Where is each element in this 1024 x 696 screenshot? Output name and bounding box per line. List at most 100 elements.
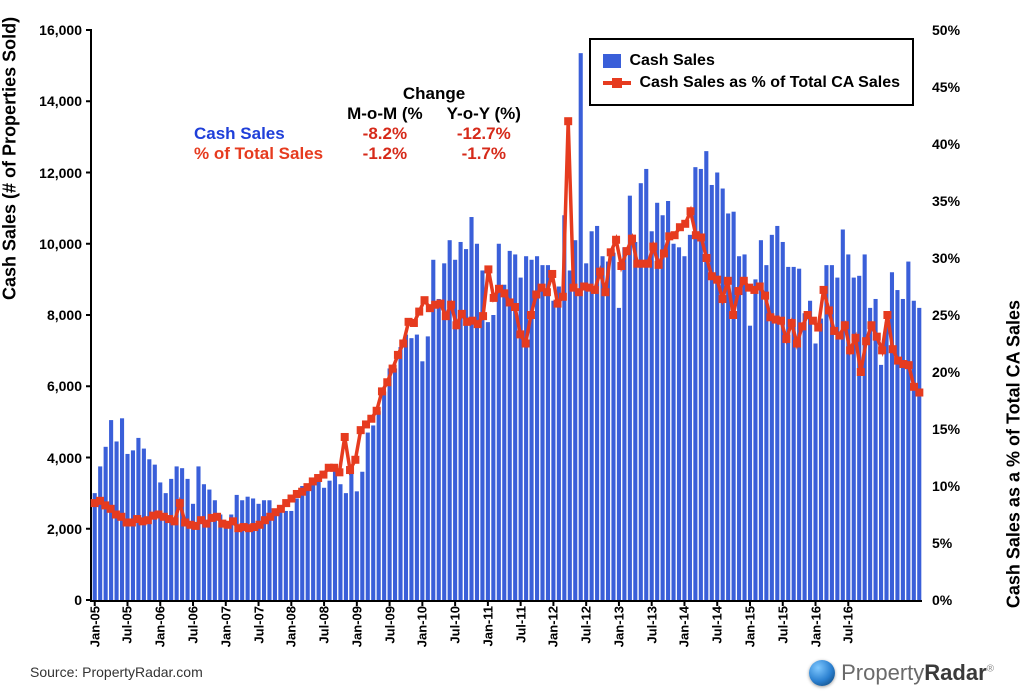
bar [819, 319, 823, 600]
percent-marker [713, 276, 721, 284]
percent-marker [841, 321, 849, 329]
bar [874, 299, 878, 600]
bar [196, 466, 200, 600]
change-yoy-value: -12.7% [435, 124, 533, 144]
bar [792, 267, 796, 600]
bar [611, 253, 615, 600]
y-right-tick: 40% [922, 136, 960, 152]
bar [737, 256, 741, 600]
bar [191, 504, 195, 600]
percent-marker [756, 283, 764, 291]
bar [824, 265, 828, 600]
percent-marker [367, 415, 375, 423]
bar [300, 486, 304, 600]
bar [879, 365, 883, 600]
bar [584, 263, 588, 600]
percent-marker [809, 317, 817, 325]
bar [125, 454, 129, 600]
bar [295, 498, 299, 600]
bar [797, 269, 801, 600]
percent-marker [889, 345, 897, 353]
percent-marker [740, 277, 748, 285]
bar [306, 488, 310, 600]
bar [224, 525, 228, 600]
percent-marker [793, 340, 801, 348]
percent-marker [176, 499, 184, 507]
percent-marker [490, 294, 498, 302]
bar [333, 470, 337, 600]
x-tick-label: Jul-15 [775, 600, 790, 644]
percent-marker [883, 311, 891, 319]
percent-marker [346, 466, 354, 474]
bar [382, 392, 386, 600]
percent-marker [777, 317, 785, 325]
bar [677, 247, 681, 600]
bar [863, 254, 867, 600]
x-tick-label: Jan-06 [153, 600, 168, 647]
percent-marker [319, 471, 327, 479]
bar [486, 322, 490, 600]
plot-area: Cash Sales Cash Sales as % of Total CA S… [90, 30, 922, 602]
bar [344, 493, 348, 600]
bar [366, 433, 370, 600]
bar [502, 285, 506, 600]
x-tick-label: Jan-12 [546, 600, 561, 647]
percent-marker [447, 301, 455, 309]
bar [732, 212, 736, 600]
bar [459, 242, 463, 600]
percent-marker [500, 289, 508, 297]
bar [420, 361, 424, 600]
percent-marker [479, 312, 487, 320]
percent-marker [836, 332, 844, 340]
x-tick-label: Jul-13 [644, 600, 659, 644]
percent-marker [421, 296, 429, 304]
legend-item-bars: Cash Sales [603, 52, 900, 70]
chart-stage: Cash Sales (# of Properties Sold) Cash S… [0, 0, 1024, 696]
bar [409, 338, 413, 600]
y-right-tick: 5% [922, 535, 952, 551]
bar [901, 299, 905, 600]
bar [349, 465, 353, 600]
bar [153, 465, 157, 600]
percent-marker [543, 288, 551, 296]
percent-marker [825, 306, 833, 314]
bar [464, 249, 468, 600]
bar [469, 217, 473, 600]
y-right-tick: 35% [922, 193, 960, 209]
bar [338, 484, 342, 600]
bar [371, 425, 375, 600]
percent-marker [516, 330, 524, 338]
percent-marker [559, 293, 567, 301]
bar [579, 53, 583, 600]
globe-icon [809, 660, 835, 686]
bar [890, 272, 894, 600]
bar [688, 235, 692, 600]
bar [557, 287, 561, 601]
x-tick-label: Jul-11 [513, 600, 528, 643]
bar [180, 468, 184, 600]
bar [710, 185, 714, 600]
percent-marker [862, 337, 870, 345]
percent-marker [452, 321, 460, 329]
percent-marker [591, 286, 599, 294]
bar [650, 231, 654, 600]
y-left-tick: 6,000 [47, 378, 92, 394]
logo-text: PropertyRadar® [841, 660, 994, 686]
bar [322, 488, 326, 600]
percent-marker [389, 365, 397, 373]
change-col-mom: M-o-M (% [335, 104, 435, 124]
bar [786, 267, 790, 600]
bar [169, 479, 173, 600]
bar [808, 301, 812, 600]
percent-marker [458, 310, 466, 318]
x-tick-label: Jul-09 [382, 600, 397, 644]
y-axis-right-label: Cash Sales as a % of Total CA Sales [1004, 300, 1024, 608]
y-right-tick: 25% [922, 307, 960, 323]
bar [906, 262, 910, 600]
percent-marker [857, 368, 865, 376]
bar [721, 189, 725, 600]
y-right-tick: 50% [922, 22, 960, 38]
x-tick-label: Jan-10 [415, 600, 430, 647]
y-left-tick: 8,000 [47, 307, 92, 323]
bar [262, 500, 266, 600]
